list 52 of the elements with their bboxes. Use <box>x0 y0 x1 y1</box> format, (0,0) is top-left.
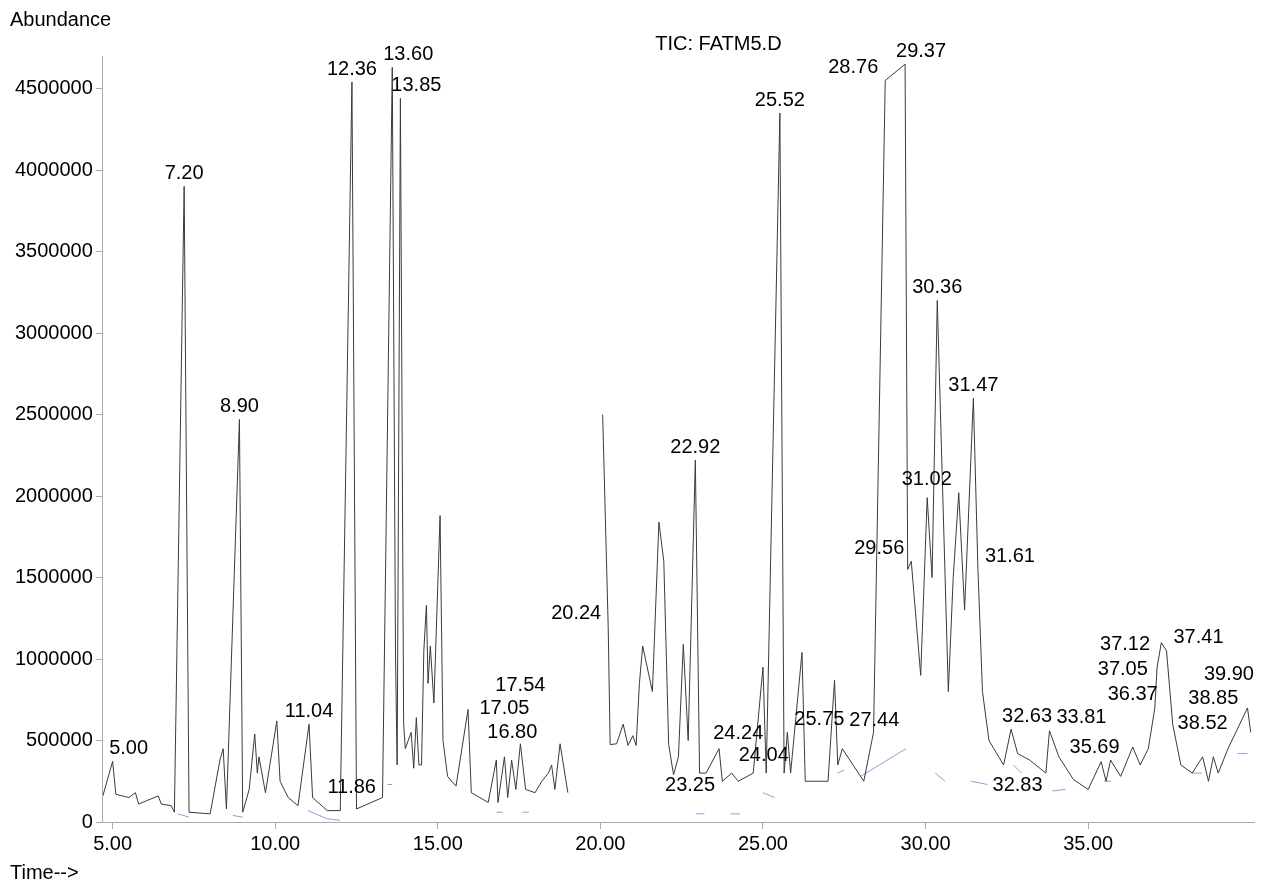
y-tick-label: 0 <box>81 809 93 832</box>
annotation: 39.90 <box>1203 662 1255 685</box>
annotation: 29.37 <box>896 38 947 61</box>
y-tick-label: 4500000 <box>14 76 93 99</box>
y-tick-label: 1500000 <box>14 565 93 588</box>
annotation: 33.81 <box>1056 705 1107 728</box>
annotation: 28.76 <box>828 54 879 77</box>
annotation: 13.60 <box>383 41 434 64</box>
annotation: 31.47 <box>948 372 999 395</box>
y-tick-label: 500000 <box>26 728 93 751</box>
annotation: 16.80 <box>487 719 538 742</box>
y-tick-label: 1000000 <box>14 646 93 669</box>
annotation: 29.56 <box>854 535 905 558</box>
x-tick-label: 30.00 <box>900 831 951 854</box>
annotation: 36.37 <box>1107 681 1158 704</box>
annotation: 27.44 <box>849 708 900 731</box>
y-tick-label: 4000000 <box>14 157 93 180</box>
y-axis-title: Abundance <box>10 7 112 30</box>
annotation: 38.52 <box>1177 711 1228 734</box>
annotation: 24.24 <box>713 720 764 743</box>
annotation: 22.92 <box>670 434 721 457</box>
x-tick-label: 10.00 <box>250 831 301 854</box>
annotation: 12.36 <box>326 56 377 79</box>
annotation: 35.69 <box>1069 734 1120 757</box>
y-tick-label: 2000000 <box>14 483 93 506</box>
annotation: 17.05 <box>479 696 530 719</box>
x-tick-label: 15.00 <box>412 831 463 854</box>
x-tick-label: 20.00 <box>575 831 626 854</box>
annotation: 8.90 <box>219 393 259 416</box>
annotation: 25.52 <box>754 87 805 110</box>
annotation: 37.05 <box>1097 657 1148 680</box>
x-axis-title: Time--> <box>10 860 79 883</box>
y-tick-label: 3000000 <box>14 320 93 343</box>
annotation: 31.61 <box>984 543 1035 566</box>
annotation: 38.85 <box>1188 686 1239 709</box>
annotation: 32.83 <box>992 773 1043 796</box>
annotation: 17.54 <box>495 673 546 696</box>
annotation: 30.36 <box>912 274 963 297</box>
annotation: 20.24 <box>551 600 602 623</box>
annotation: 5.00 <box>109 735 149 758</box>
annotation: 11.04 <box>284 698 334 721</box>
annotation: 37.12 <box>1100 631 1151 654</box>
annotation: 7.20 <box>164 160 204 183</box>
x-tick-label: 25.00 <box>737 831 789 854</box>
annotation: 23.25 <box>665 772 716 795</box>
chart-title: TIC: FATM5.D <box>655 31 782 54</box>
annotation: 37.41 <box>1173 625 1224 648</box>
y-tick-label: 3500000 <box>14 239 93 262</box>
x-tick-label: 35.00 <box>1063 831 1114 854</box>
y-tick-label: 2500000 <box>14 402 93 425</box>
x-tick-label: 5.00 <box>93 831 133 854</box>
annotation: 32.63 <box>1002 703 1053 726</box>
